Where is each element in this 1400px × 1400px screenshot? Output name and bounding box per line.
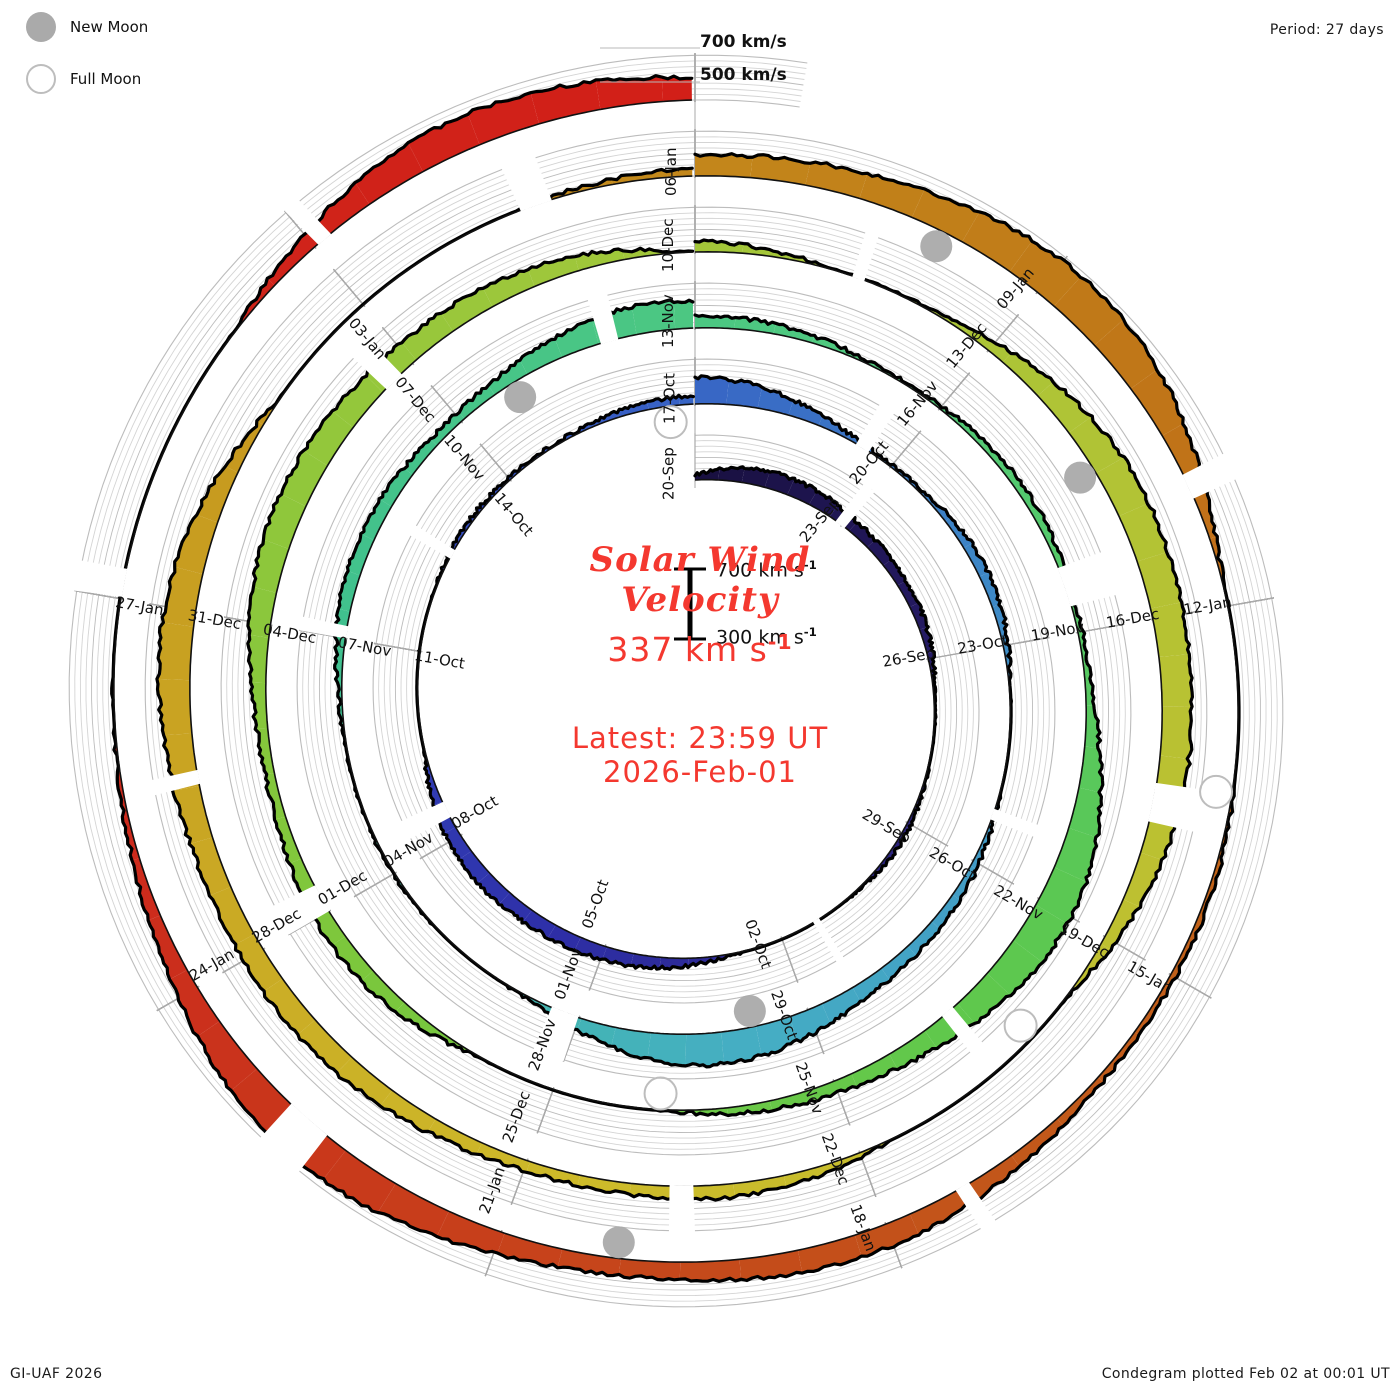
scale-bar-icon	[674, 567, 706, 641]
scale-top-exp: -1	[803, 558, 817, 572]
center-readout: Solar Wind Velocity 337 km s-1 Latest: 2…	[440, 540, 960, 789]
scale-bottom-units: km s	[758, 626, 804, 649]
current-value-number: 337	[607, 630, 674, 669]
radial-tick-700: 700 km/s	[700, 32, 787, 52]
page-title-line2: Velocity	[621, 580, 779, 620]
period-label: Period: 27 days	[1269, 22, 1384, 38]
credit-label: GI-UAF 2026	[10, 1366, 103, 1382]
date-label-10-dec: 10-Dec	[659, 218, 678, 272]
date-label-13-nov: 13-Nov	[659, 294, 678, 348]
scale-bottom-exp: -1	[803, 625, 817, 639]
page-title-line1: Solar Wind	[589, 540, 811, 580]
date-label-17-oct: 17-Oct	[660, 373, 679, 424]
current-value-exp: -1	[767, 630, 793, 654]
current-value: 337 km s-1	[440, 630, 960, 669]
radial-tick-500: 500 km/s	[700, 65, 787, 85]
full-moon-label: Full Moon	[70, 70, 142, 88]
new-moon-label: New Moon	[70, 18, 149, 36]
date-label-20-sep: 20-Sep	[659, 447, 678, 500]
scale-top-value: 700	[716, 559, 753, 582]
scale-label-top: 700 km s-1	[716, 558, 817, 581]
latest-date: 2026-Feb-01	[603, 755, 797, 789]
legend-full-moon: Full Moon	[26, 64, 141, 94]
current-value-units: km s	[684, 630, 768, 669]
full-moon-icon	[26, 64, 56, 94]
new-moon-icon	[26, 12, 56, 42]
latest-time: Latest: 23:59 UT	[571, 721, 829, 755]
date-label-06-jan: 06-Jan	[661, 147, 680, 196]
legend-new-moon: New Moon	[26, 12, 148, 42]
plotted-timestamp: Condegram plotted Feb 02 at 00:01 UT	[1101, 1366, 1390, 1382]
scale-top-units: km s	[758, 559, 804, 582]
scale-label-bottom: 300 km s-1	[716, 625, 817, 648]
scale-bottom-value: 300	[716, 626, 753, 649]
